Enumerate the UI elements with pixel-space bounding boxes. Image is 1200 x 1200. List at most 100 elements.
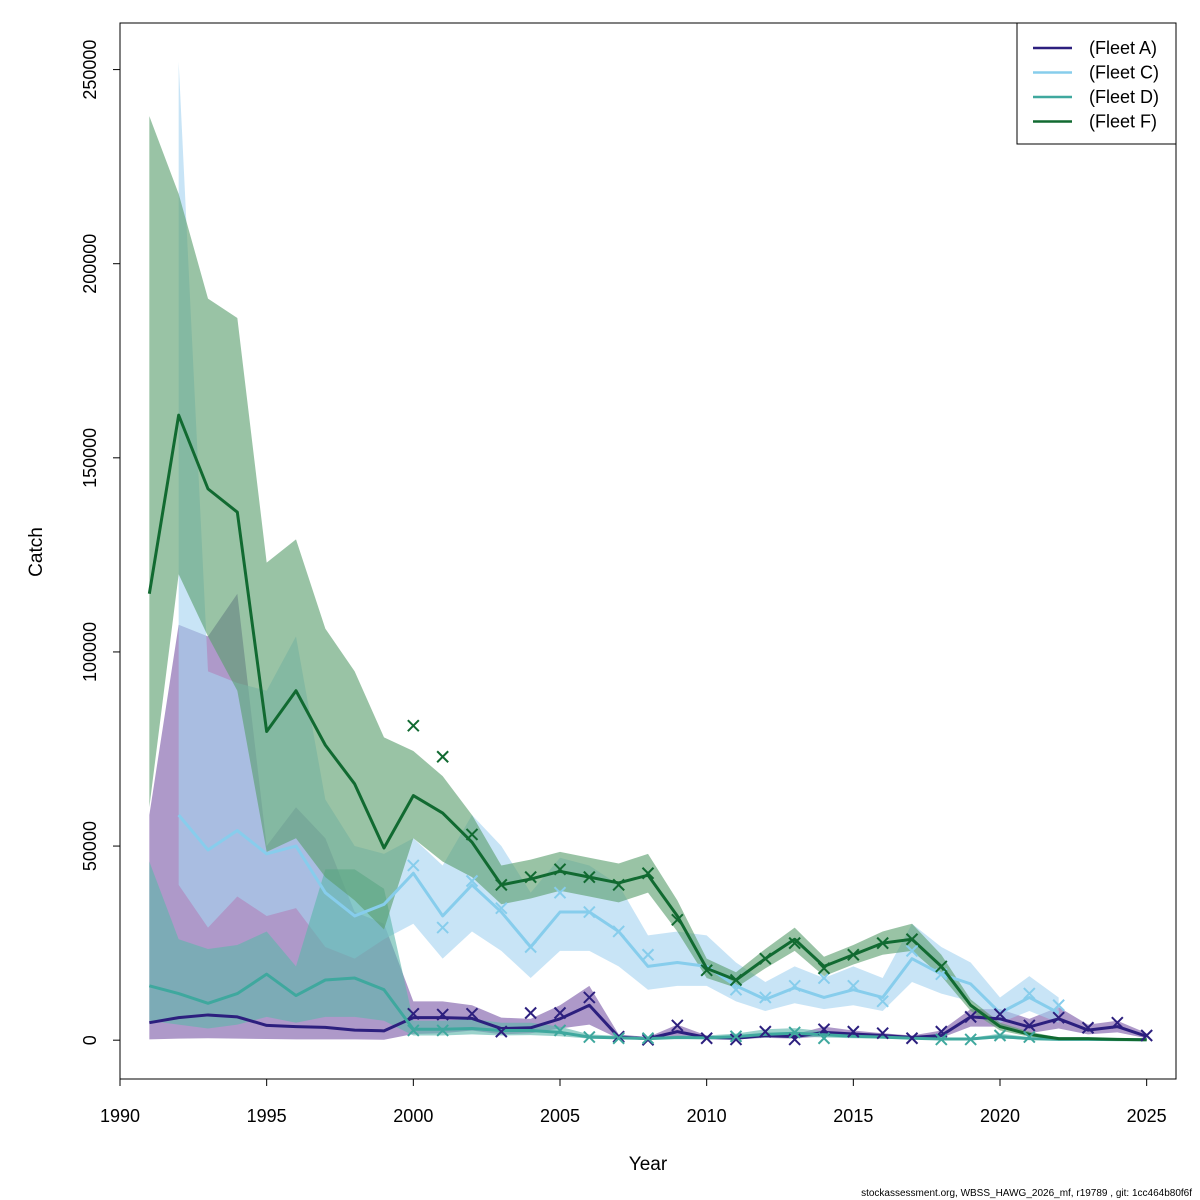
fleet-c-observed-point [553,886,567,899]
fleet-d-observed-point [788,1026,801,1039]
fleet-a-observed-point [1111,1016,1124,1029]
fleet-c-observed-point [612,925,625,938]
fleet-a-observed-point [1023,1019,1036,1032]
fleet-a-observed-point [407,1007,420,1020]
fleet-d-observed-point [641,1032,655,1045]
x-tick-label: 2010 [687,1106,727,1126]
legend-label-fleet-c: (Fleet C) [1089,63,1159,83]
legend-label-fleet-d: (Fleet D) [1089,87,1159,107]
fleet-c-observed-point [729,983,743,996]
fleet-f-observed-point [817,962,831,975]
fleet-d-observed-point [964,1033,977,1046]
fleet-f-observed-point [935,960,948,973]
fleet-c-observed-point [495,901,508,915]
x-tick-label: 1995 [247,1106,287,1126]
legend-box [1016,22,1177,145]
fleet-f-observed-point [612,878,625,892]
fleet-d-observed-point [612,1032,625,1045]
legend: (Fleet A) (Fleet C) (Fleet D) (Fleet F) [1016,22,1177,145]
fleet-d-band [149,861,1147,1040]
y-axis: 0 50000 100000 150000 200000 250000 [80,40,121,1045]
legend-label-fleet-f: (Fleet F) [1089,112,1157,132]
fleet-d-observed-point [583,1030,596,1044]
fleet-f-line [147,413,1147,1042]
fleet-c-observed-point [436,921,449,934]
fleet-a-observed-point [436,1008,449,1021]
fleet-a-observed-point [612,1030,625,1043]
x-axis-title: Year [629,1154,668,1175]
footer-credit: stockassessment.org, WBSS_HAWG_2026_mf, … [861,1188,1192,1199]
fleet-a-observed-point [964,1010,977,1024]
fleet-d-observed-point [729,1030,743,1043]
fleet-f-observed-point [553,863,567,876]
fleet-c-observed-point [817,971,831,985]
fleet-a-observed-point [1052,1011,1065,1024]
fleet-f-observed-point [524,870,537,884]
fleet-c-observed-point [788,979,801,993]
fleet-a-observed-point [759,1025,772,1038]
fleet-c-observed-point [905,944,919,958]
fleet-a-observed-point [700,1032,713,1045]
fleet-a-observed-point [524,1006,537,1020]
x-tick-label: 2000 [393,1106,433,1126]
fleet-a-observed-point [729,1033,743,1046]
x-axis: 1990 1995 2000 2005 2010 2015 2020 2025 [100,1078,1167,1126]
x-tick-label: 2025 [1127,1106,1167,1126]
x-tick-label: 2020 [980,1106,1020,1126]
fleet-c-observed-point [524,940,537,954]
y-tick-label: 200000 [80,234,100,294]
fleet-a-observed-point [905,1032,919,1045]
fleet-f-observed-point [671,913,684,927]
fleet-d-observed-point [436,1024,449,1037]
fleet-c-observed-point [876,995,889,1008]
fleet-d-observed-point [993,1029,1007,1042]
fleet-f-observed-point [788,936,801,950]
legend-label-fleet-a: (Fleet A) [1089,38,1157,58]
fleet-a-observed-point [993,1007,1007,1021]
fleet-f-observed-point [759,952,772,965]
x-tick-label: 2015 [833,1106,873,1126]
fleet-f-observed-point [847,948,860,961]
x-tick-label: 2005 [540,1106,580,1126]
fleet-a-observed-point [1140,1029,1153,1042]
fleet-f-observed-point [876,936,889,950]
fleet-c-observed-point [759,991,772,1004]
fleet-a-observed-point [553,1006,567,1020]
y-tick-label: 100000 [80,622,100,682]
fleet-f-observed-point [465,828,479,841]
x-tick-label: 1990 [100,1106,140,1126]
fleet-f-observed-point [700,964,713,977]
y-tick-label: 150000 [80,428,100,488]
fleet-d-observed-point [817,1032,831,1045]
y-tick-label: 50000 [80,821,100,871]
fleet-a-observed-point [671,1019,684,1032]
fleet-c-observed-point [407,859,420,872]
fleet-c-observed-point [1023,987,1036,1000]
fleet-f-observed-point [436,750,449,763]
fleet-c-observed-point [1052,999,1065,1012]
fleet-d-observed-point [1023,1030,1036,1044]
y-tick-label: 0 [80,1035,100,1045]
fleet-a-observed-point [495,1025,508,1038]
fleet-f-observed-point [729,973,743,987]
fleet-f-observed-point [905,933,919,946]
fleet-f-band [149,116,1147,1040]
fleet-a-observed-point [876,1026,889,1040]
fleet-f-observed-point [641,867,655,880]
fleet-d-observed-point [935,1033,948,1046]
fleet-c-observed-point [465,874,479,888]
fleet-a-observed-point [583,991,596,1004]
fleet-d-observed-point [553,1024,567,1037]
fleet-d-observed-point [407,1024,420,1037]
fleet-a-observed-point [641,1033,655,1046]
fleet-c-observed-point [583,905,596,919]
observed-points [407,719,1153,1046]
y-tick-label: 250000 [80,40,100,100]
fleet-a-observed-point [465,1007,479,1020]
confidence-bands [149,61,1147,1040]
y-axis-title: Catch [26,527,47,577]
fleet-f-observed-point [583,870,596,884]
fleet-c-observed-point [641,948,655,961]
fleet-a-observed-point [1081,1021,1095,1034]
